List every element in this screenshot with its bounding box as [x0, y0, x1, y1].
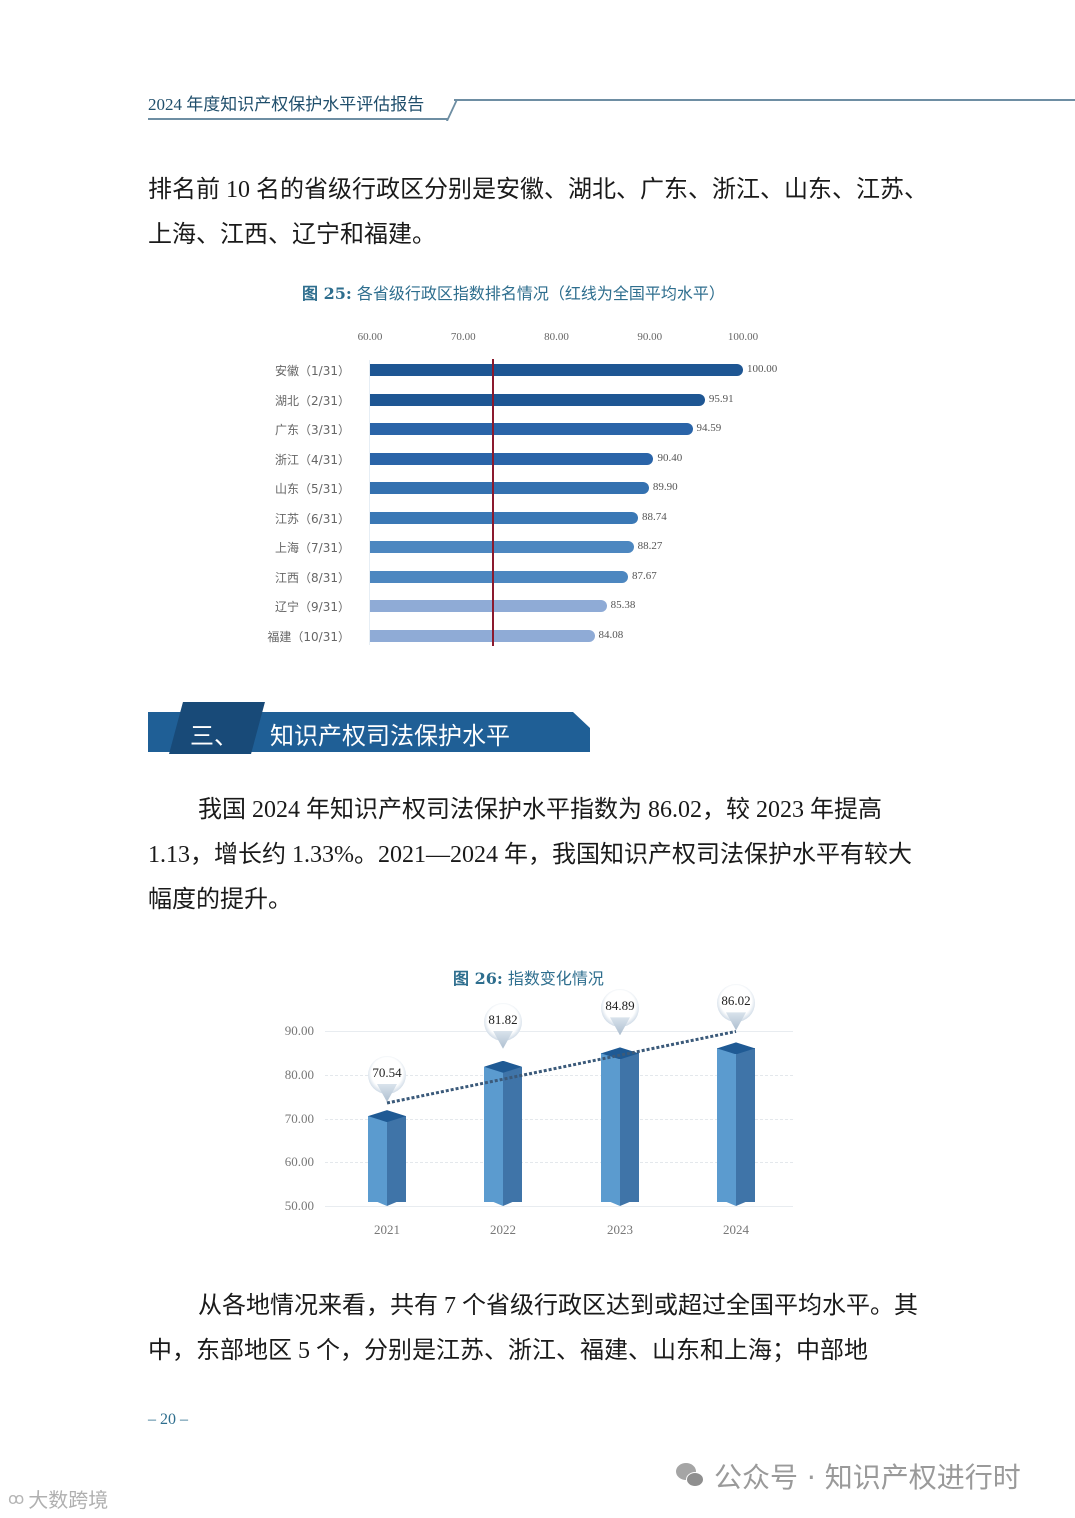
- national-average-line: [492, 359, 495, 646]
- wechat-icon: [676, 1463, 706, 1489]
- bar: [370, 482, 649, 494]
- column-bar: [368, 1110, 406, 1206]
- category-label: 山东（5/31）: [275, 482, 350, 496]
- bar: [370, 393, 705, 406]
- value-pin-label: 70.54: [368, 1056, 406, 1104]
- value-label: 100.00: [747, 363, 778, 375]
- value-pin-label: 86.02: [717, 984, 755, 1032]
- value-label: 84.08: [598, 628, 624, 641]
- header-underline: [148, 118, 448, 120]
- header-divider-slash: [446, 100, 458, 121]
- value-label: 89.90: [652, 481, 678, 493]
- figure-26-label: 图 26:: [453, 969, 503, 988]
- value-pin-label: 84.89: [601, 989, 639, 1037]
- x-axis-tick: 60.00: [357, 331, 383, 343]
- category-label: 湖北（2/31）: [275, 393, 350, 408]
- y-axis-tick: 90.00: [284, 1023, 314, 1038]
- gridline: [325, 1206, 793, 1207]
- value-label: 88.27: [637, 540, 663, 552]
- y-axis-tick: 60.00: [284, 1154, 314, 1170]
- figure-25-title: 各省级行政区指数排名情况（红线为全国平均水平）: [356, 284, 725, 303]
- column-bar: [717, 1042, 755, 1206]
- figure-26-caption: 图 26: 指数变化情况: [453, 965, 604, 989]
- y-axis-tick: 70.00: [284, 1110, 314, 1126]
- column-bar: [601, 1047, 639, 1206]
- category-label: 广东（3/31）: [275, 423, 350, 437]
- value-label: 88.74: [642, 510, 667, 523]
- category-label: 江西（8/31）: [275, 570, 350, 585]
- value-label: 87.67: [632, 569, 657, 582]
- category-label: 安徽（1/31）: [275, 364, 350, 378]
- section-title: 知识产权司法保护水平: [270, 722, 510, 750]
- value-label: 95.91: [708, 392, 734, 405]
- column-bar: [484, 1060, 522, 1206]
- brand-logo-icon: ꝏ: [8, 1489, 25, 1508]
- bar: [370, 452, 654, 465]
- gridline: [325, 1118, 793, 1120]
- section-number: 三、: [190, 722, 238, 750]
- brand-watermark-text: 大数跨境: [28, 1488, 109, 1512]
- body-paragraph-1: 排名前 10 名的省级行政区分别是安徽、湖北、广东、浙江、山东、江苏、上海、江西…: [148, 177, 928, 248]
- value-pin-label: 81.82: [484, 1002, 522, 1051]
- category-label: 上海（7/31）: [275, 541, 350, 555]
- bar: [370, 423, 693, 435]
- category-label: 福建（10/31）: [267, 629, 350, 644]
- x-axis-tick: 70.00: [450, 331, 476, 343]
- bar: [370, 629, 595, 642]
- brand-watermark: ꝏ 大数跨境: [8, 1484, 108, 1513]
- bar: [370, 511, 638, 524]
- header-rule: [454, 99, 1075, 101]
- section-heading: 三、 知识产权司法保护水平: [148, 702, 590, 754]
- page-number: – 20 –: [148, 1411, 188, 1428]
- figure-25-label: 图 25:: [302, 284, 352, 303]
- body-paragraph-2: 我国 2024 年知识产权司法保护水平指数为 86.02，较 2023 年提高 …: [148, 788, 928, 923]
- y-axis-tick: 80.00: [284, 1066, 314, 1082]
- report-title: 2024 年度知识产权保护水平评估报告: [148, 95, 425, 114]
- body-paragraph-3: 从各地情况来看，共有 7 个省级行政区达到或超过全国平均水平。其中，东部地区 5…: [148, 1284, 928, 1374]
- gridline: [325, 1162, 793, 1164]
- value-label: 94.59: [696, 422, 722, 434]
- bar: [370, 570, 629, 583]
- bar: [370, 364, 743, 376]
- x-axis-tick: 2022: [490, 1222, 516, 1237]
- body-paragraph-2-text: 我国 2024 年知识产权司法保护水平指数为 86.02，较 2023 年提高 …: [148, 797, 912, 913]
- body-paragraph-3-text: 从各地情况来看，共有 7 个省级行政区达到或超过全国平均水平。其中，东部地区 5…: [148, 1293, 918, 1364]
- category-label: 辽宁（9/31）: [275, 600, 350, 614]
- x-axis-tick: 2023: [607, 1222, 633, 1237]
- x-axis-tick: 2024: [723, 1222, 749, 1237]
- figure-25-caption: 图 25: 各省级行政区指数排名情况（红线为全国平均水平）: [302, 280, 725, 304]
- x-axis-tick: 100.00: [727, 331, 759, 343]
- x-axis-tick: 2021: [374, 1222, 400, 1237]
- running-header: 2024 年度知识产权保护水平评估报告: [148, 86, 1075, 122]
- bar: [370, 541, 634, 553]
- value-label: 90.40: [657, 451, 683, 464]
- x-axis-tick: 90.00: [637, 331, 663, 343]
- y-axis-line: [369, 360, 370, 645]
- category-label: 浙江（4/31）: [275, 452, 350, 467]
- x-axis-tick: 80.00: [544, 331, 569, 343]
- value-label: 85.38: [610, 599, 636, 611]
- bar: [370, 600, 607, 612]
- wechat-watermark-text: 公众号 · 知识产权进行时: [714, 1461, 1021, 1494]
- figure-26-title: 指数变化情况: [507, 969, 604, 988]
- category-label: 江苏（6/31）: [275, 511, 350, 526]
- y-axis-tick: 50.00: [284, 1198, 314, 1213]
- wechat-watermark: 公众号 · 知识产权进行时: [676, 1456, 1021, 1496]
